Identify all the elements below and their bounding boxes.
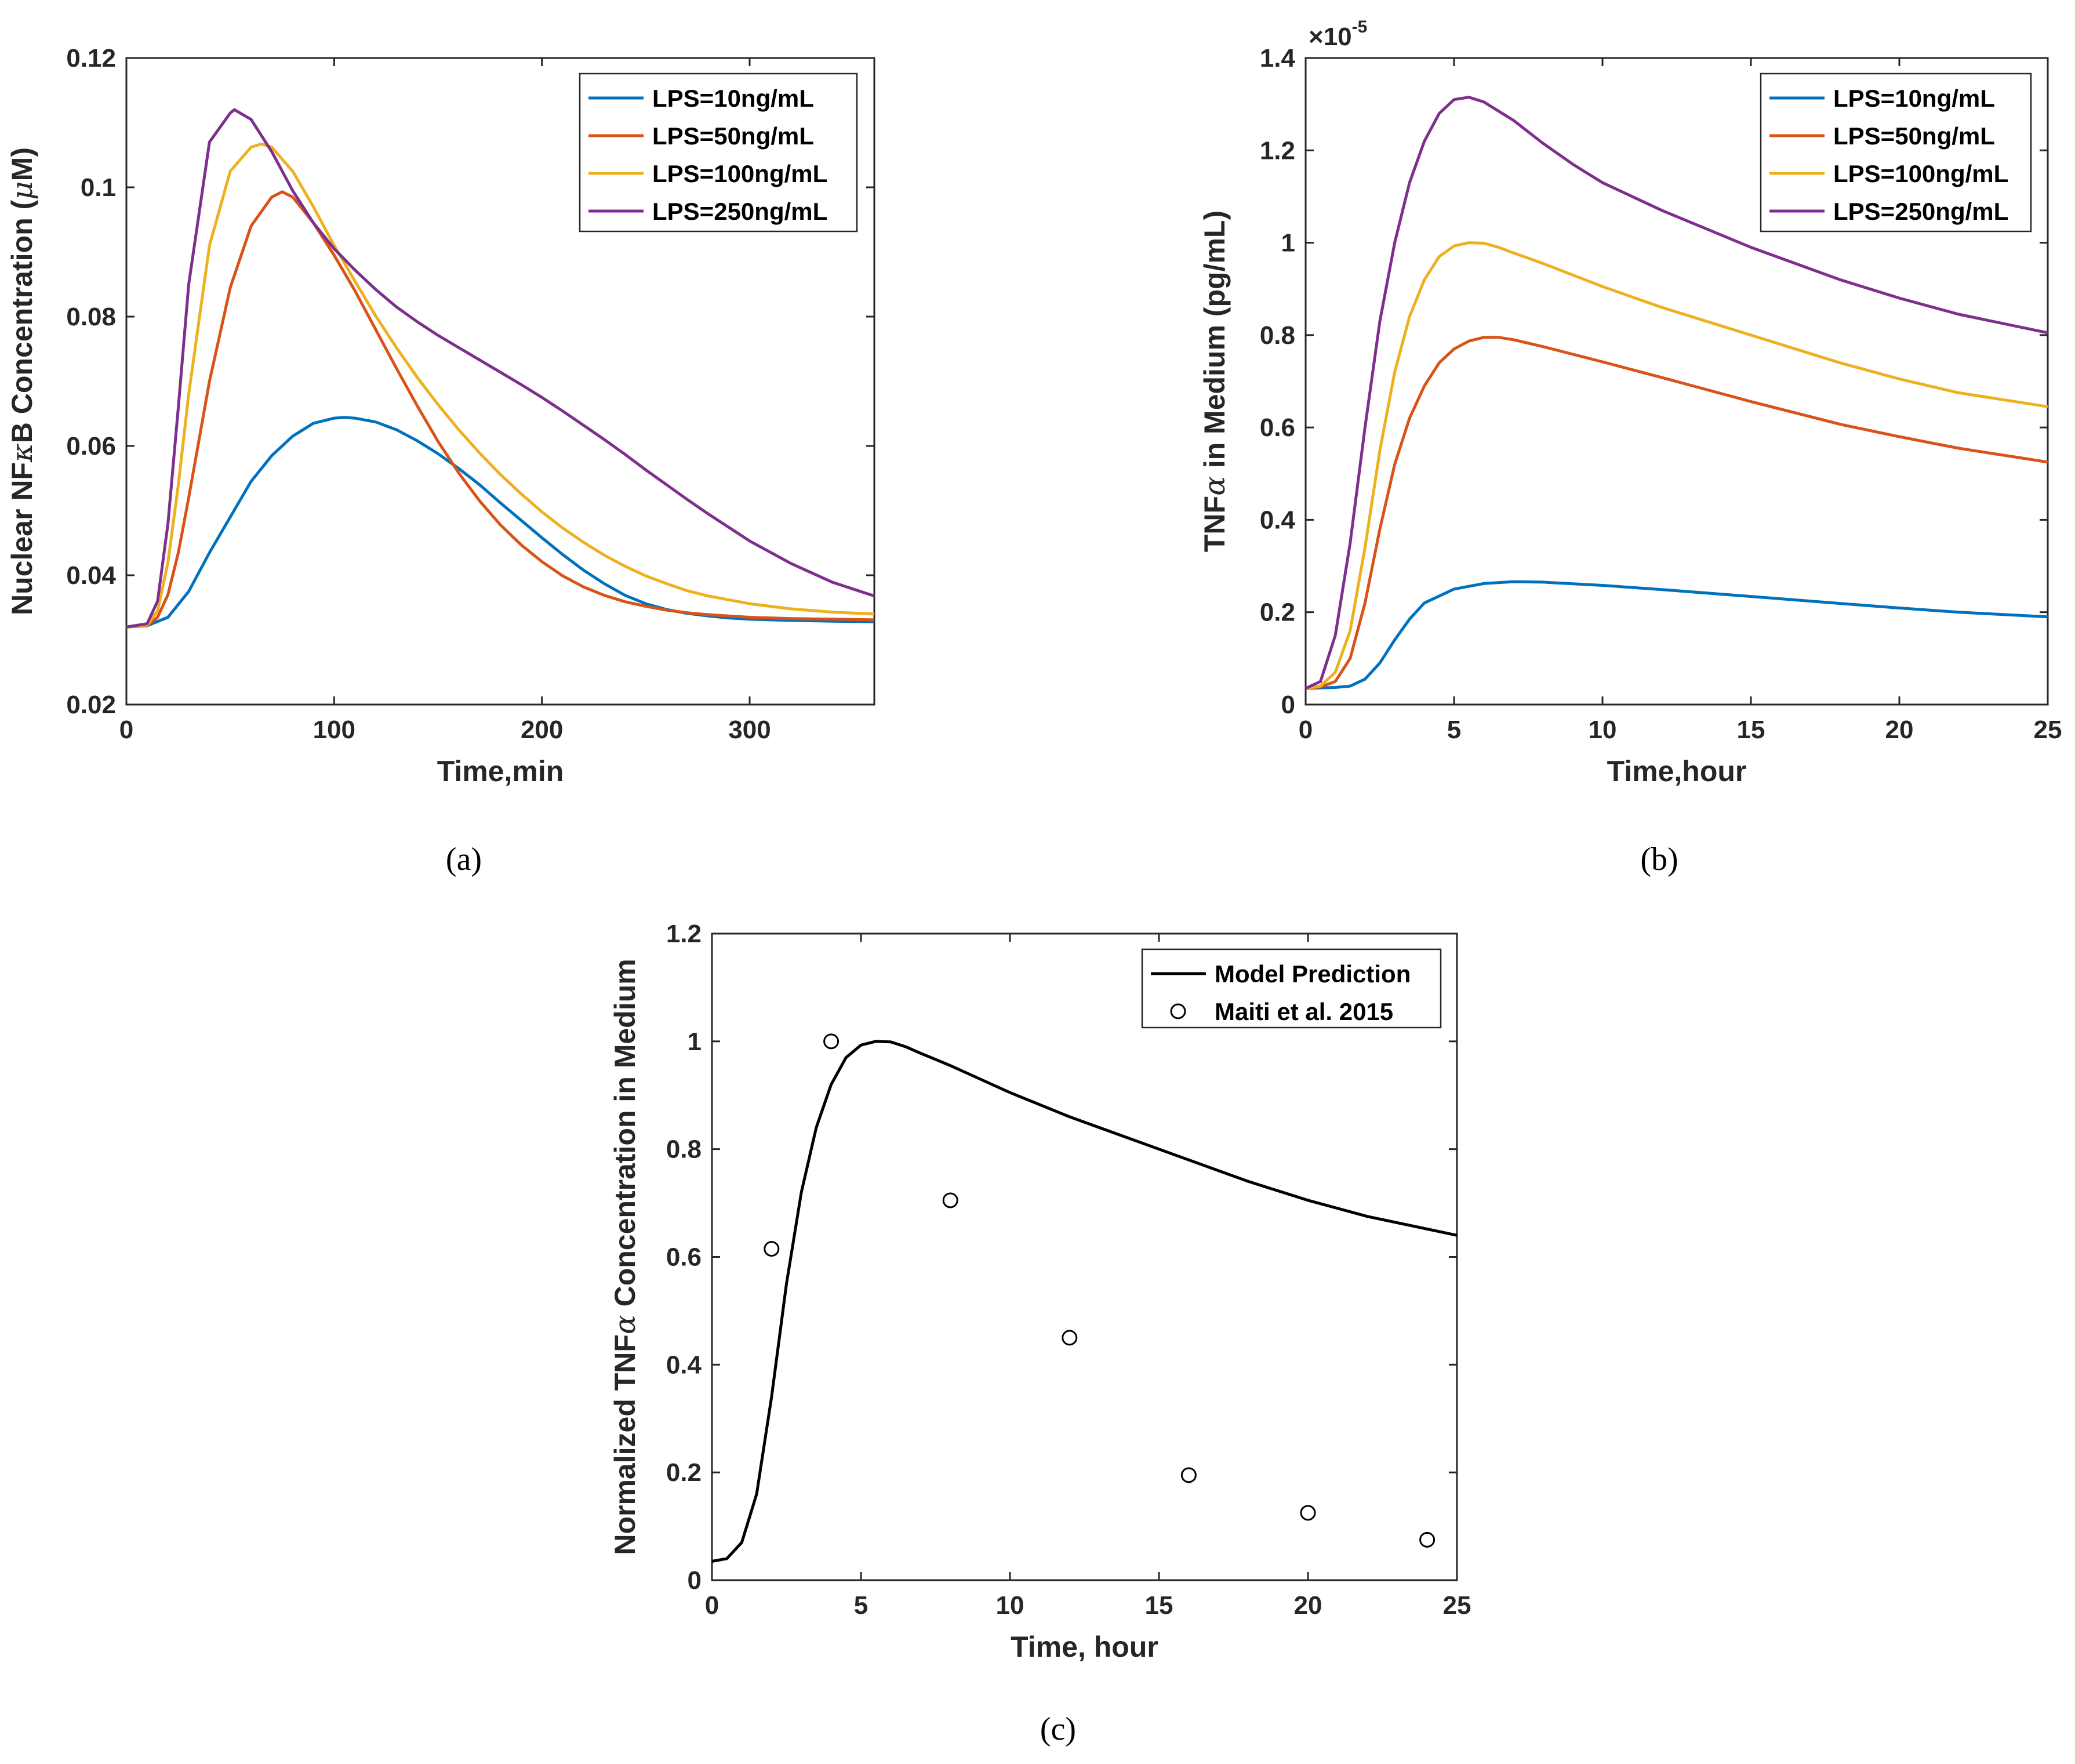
x-tick-label: 20: [1294, 1591, 1322, 1620]
x-tick-label: 10: [1589, 716, 1617, 744]
legend-label: LPS=10ng/mL: [652, 85, 814, 112]
series-line-lps-50ng-ml: [126, 190, 875, 629]
data-point-maiti-2015: [1300, 1505, 1316, 1521]
plot-area: [711, 932, 1458, 1581]
y-tick-label: 0.08: [66, 303, 116, 331]
y-tick-label: 1.2: [1260, 136, 1295, 165]
y-tick-label: 0.2: [666, 1458, 702, 1487]
panel-caption: (c): [1040, 1711, 1076, 1747]
y-axis-label-part: Normalized TNF: [609, 1334, 641, 1555]
series-line-lps-50ng-ml: [1305, 336, 2048, 690]
x-tick-label: 15: [1145, 1591, 1173, 1620]
legend-label: Model Prediction: [1215, 960, 1411, 988]
legend-label: LPS=250ng/mL: [652, 198, 827, 225]
series-line-lps-250ng-ml: [126, 108, 875, 629]
x-tick-label: 200: [521, 716, 563, 744]
y-tick-label: 0.6: [666, 1243, 702, 1272]
y-tick-label: 0.2: [1260, 598, 1295, 627]
y-axis-label-part: α: [1198, 476, 1231, 496]
x-axis-label: Time,hour: [1607, 755, 1747, 787]
legend-label: Maiti et al. 2015: [1215, 998, 1393, 1025]
x-tick-label: 20: [1885, 716, 1914, 744]
y-axis-label: Normalized TNFα Concentration in Medium: [608, 959, 642, 1555]
y-tick-label: 0.06: [66, 432, 116, 460]
series-line-lps-250ng-ml: [1304, 96, 2048, 690]
data-point-maiti-2015: [1062, 1330, 1078, 1346]
y-tick-label: 0.8: [666, 1135, 702, 1164]
x-axis-label: Time,min: [437, 755, 564, 787]
legend-label: LPS=100ng/mL: [1833, 160, 2008, 187]
y-tick-label: 1.2: [666, 920, 702, 948]
panel-caption: (b): [1640, 841, 1678, 877]
x-axis-label: Time, hour: [1011, 1631, 1158, 1663]
series-line-lps-100ng-ml: [126, 142, 875, 629]
y-axis-label-part: in Medium (pg/mL): [1198, 210, 1231, 476]
data-point-maiti-2015: [764, 1241, 780, 1257]
data-point-maiti-2015: [823, 1033, 840, 1050]
data-point-maiti-2015: [1419, 1531, 1436, 1548]
x-tick-label: 0: [705, 1591, 719, 1620]
legend-label: LPS=50ng/mL: [652, 122, 814, 150]
data-point-maiti-2015: [1180, 1467, 1197, 1483]
y-axis-label-part: TNF: [1198, 496, 1231, 552]
panel-caption: (a): [446, 841, 482, 877]
y-tick-label: 0: [688, 1566, 702, 1595]
y-axis-label-part: α: [608, 1315, 642, 1334]
y-axis-label-part: Concentration in Medium: [609, 959, 641, 1315]
series-line-lps-10ng-ml: [1305, 580, 2048, 690]
y-tick-label: 1.4: [1260, 44, 1296, 72]
y-tick-label: 0.4: [1260, 506, 1296, 534]
y-tick-label: 0.6: [1260, 413, 1295, 442]
y-tick-label: 0.02: [66, 691, 116, 719]
y-multiplier-base: ×10: [1309, 23, 1352, 51]
x-tick-label: 5: [854, 1591, 868, 1620]
legend-label: LPS=50ng/mL: [1833, 122, 1995, 150]
y-tick-label: 0: [1281, 691, 1295, 719]
legend-label: LPS=10ng/mL: [1833, 85, 1995, 112]
panel-b-tnf-medium-chart: 0 5 10 15 20 25 0 0.2 0.4 0.6 0.8 1 1.2 1.4 ×10-5 Time,…: [1198, 17, 2062, 877]
y-axis-label-part: Nuclear NF: [6, 462, 38, 615]
y-multiplier-exponent: -5: [1352, 17, 1368, 37]
y-multiplier: ×10-5: [1309, 17, 1367, 51]
x-tick-label: 100: [313, 716, 355, 744]
panel-a-nfkb-chart: 0 100 200 300 0.02 0.04 0.06 0.08 0.1 0.12 Time,mi…: [5, 44, 875, 877]
y-axis-label: TNFα in Medium (pg/mL): [1198, 210, 1231, 552]
panel-c-normalized-tnf-chart: 0 5 10 15 20 25 0 0.2 0.4 0.6 0.8 1 1.2 Time, hour Nor…: [608, 920, 1471, 1747]
series-line-model-prediction: [711, 1040, 1458, 1563]
y-tick-label: 0.4: [666, 1351, 702, 1379]
x-tick-label: 0: [1299, 716, 1313, 744]
x-tick-label: 25: [2034, 716, 2062, 744]
series-line-lps-100ng-ml: [1305, 241, 2048, 690]
y-tick-label: 0.04: [66, 561, 116, 590]
x-tick-label: 5: [1447, 716, 1461, 744]
y-tick-label: 0.12: [66, 44, 116, 72]
y-axis-label-part: μ: [5, 181, 39, 200]
y-axis-label-part: B Concentration (: [6, 199, 38, 443]
x-tick-label: 10: [996, 1591, 1024, 1620]
y-axis-label-part: κ: [5, 443, 39, 463]
data-point-maiti-2015: [942, 1192, 958, 1208]
legend-label: LPS=100ng/mL: [652, 160, 827, 187]
y-tick-label: 1: [688, 1028, 702, 1056]
y-axis-label: Nuclear NFκB Concentration (μM): [5, 147, 39, 615]
legend-box: [1141, 948, 1442, 1029]
legend-box: [579, 72, 858, 233]
legend-marker: [1170, 1003, 1186, 1019]
legend-label: LPS=250ng/mL: [1833, 198, 2008, 225]
y-tick-label: 0.8: [1260, 321, 1295, 350]
y-tick-label: 1: [1281, 229, 1295, 257]
x-tick-label: 300: [728, 716, 771, 744]
y-tick-label: 0.1: [81, 173, 116, 202]
x-tick-label: 25: [1443, 1591, 1471, 1620]
x-tick-label: 0: [119, 716, 133, 744]
x-tick-label: 15: [1737, 716, 1765, 744]
y-axis-label-part: M): [6, 147, 38, 181]
legend-box: [1760, 72, 2032, 233]
